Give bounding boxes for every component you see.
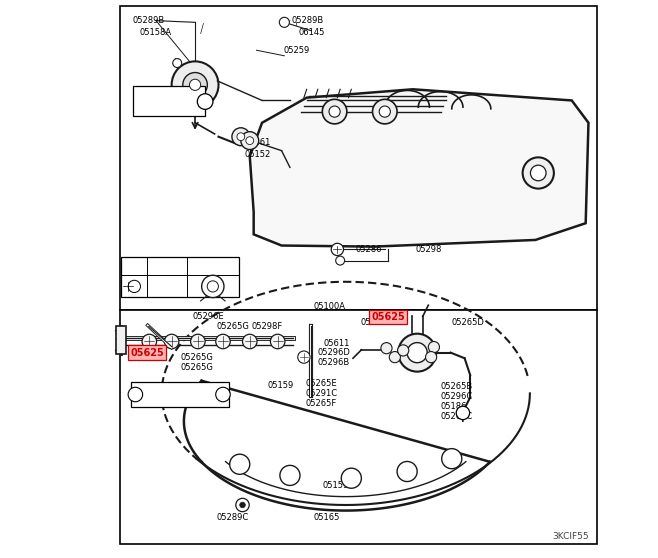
- Text: 05289B: 05289B: [291, 16, 323, 25]
- Polygon shape: [250, 89, 588, 247]
- Text: 05296E: 05296E: [193, 312, 224, 321]
- Circle shape: [201, 275, 224, 297]
- Text: 05265G: 05265G: [180, 353, 213, 362]
- Circle shape: [164, 334, 179, 349]
- Text: SHAPE: SHAPE: [198, 261, 228, 270]
- Bar: [132, 86, 205, 116]
- Circle shape: [280, 17, 290, 27]
- Circle shape: [397, 345, 409, 356]
- Circle shape: [426, 352, 437, 363]
- Text: 05265G: 05265G: [216, 322, 249, 331]
- Circle shape: [190, 79, 201, 90]
- Circle shape: [336, 256, 345, 265]
- Text: 3KCIF55: 3KCIF55: [552, 532, 588, 541]
- Text: 05296B: 05296B: [318, 358, 350, 367]
- Circle shape: [197, 94, 213, 109]
- Text: 05296C: 05296C: [441, 392, 473, 401]
- Circle shape: [142, 334, 157, 349]
- Text: 05291C: 05291C: [305, 389, 338, 398]
- Text: 05261: 05261: [244, 138, 270, 147]
- Circle shape: [428, 341, 440, 353]
- Circle shape: [183, 73, 207, 97]
- Text: 05289B: 05289B: [132, 16, 165, 25]
- Text: 05289C: 05289C: [216, 513, 249, 522]
- Circle shape: [216, 334, 230, 349]
- Circle shape: [390, 352, 401, 363]
- Circle shape: [232, 128, 250, 146]
- Text: 05298F: 05298F: [252, 322, 283, 331]
- Text: 4: 4: [220, 392, 226, 397]
- Circle shape: [240, 502, 245, 508]
- Text: 05186: 05186: [441, 402, 467, 411]
- Bar: [131, 382, 228, 407]
- Circle shape: [329, 106, 340, 117]
- Bar: [116, 326, 126, 354]
- Text: 05286: 05286: [356, 245, 382, 254]
- Circle shape: [207, 281, 218, 292]
- Circle shape: [407, 343, 427, 363]
- Circle shape: [298, 351, 310, 363]
- Text: 05152: 05152: [244, 150, 270, 159]
- Text: 05265F: 05265F: [305, 400, 337, 408]
- Text: Y: Y: [461, 410, 465, 416]
- Circle shape: [236, 498, 249, 512]
- Circle shape: [128, 280, 140, 292]
- Circle shape: [331, 243, 343, 256]
- Circle shape: [456, 406, 470, 420]
- Circle shape: [530, 165, 546, 181]
- Text: 05259: 05259: [283, 46, 309, 55]
- Circle shape: [230, 454, 250, 474]
- Text: REF.: REF.: [136, 90, 158, 99]
- Text: REF. 13-020: REF. 13-020: [145, 390, 201, 399]
- Circle shape: [280, 465, 300, 485]
- Bar: [120, 310, 597, 544]
- Text: 05296E: 05296E: [360, 318, 392, 327]
- Text: 13-020: 13-020: [136, 103, 171, 112]
- Text: 05296D: 05296D: [318, 348, 351, 357]
- Text: 05159: 05159: [268, 381, 294, 389]
- Text: 05265E: 05265E: [305, 379, 337, 388]
- Circle shape: [243, 334, 257, 349]
- Circle shape: [522, 157, 554, 189]
- Text: PNC: PNC: [158, 261, 176, 270]
- Text: 05265B: 05265B: [441, 382, 473, 391]
- Text: 05265G: 05265G: [180, 363, 213, 372]
- Text: 05100A: 05100A: [313, 302, 345, 311]
- Bar: [122, 257, 239, 297]
- Text: 05265D: 05265D: [452, 318, 485, 327]
- Text: 05158A: 05158A: [139, 28, 171, 37]
- Circle shape: [270, 334, 285, 349]
- Text: 05165: 05165: [313, 513, 340, 522]
- Circle shape: [381, 343, 392, 354]
- Circle shape: [372, 99, 397, 124]
- Circle shape: [191, 334, 205, 349]
- Text: 5: 5: [203, 97, 208, 106]
- Circle shape: [216, 387, 230, 402]
- Text: 06145: 06145: [298, 28, 324, 37]
- Circle shape: [442, 449, 462, 469]
- Text: 05291B: 05291B: [150, 282, 186, 291]
- Circle shape: [398, 334, 436, 372]
- Text: Y: Y: [133, 392, 138, 397]
- Circle shape: [246, 137, 254, 145]
- Text: 05625: 05625: [130, 348, 164, 358]
- Circle shape: [128, 387, 143, 402]
- Circle shape: [173, 59, 182, 68]
- Circle shape: [237, 133, 245, 141]
- Text: 05625: 05625: [371, 312, 405, 322]
- Circle shape: [241, 132, 259, 150]
- Text: 05298: 05298: [415, 245, 442, 254]
- Circle shape: [379, 106, 390, 117]
- Text: 05159: 05159: [322, 481, 349, 490]
- Circle shape: [322, 99, 347, 124]
- Circle shape: [342, 468, 361, 488]
- Text: 05611: 05611: [324, 339, 350, 348]
- Text: 05265C: 05265C: [441, 412, 473, 421]
- Bar: [120, 6, 597, 310]
- Circle shape: [172, 61, 218, 108]
- Circle shape: [397, 461, 417, 482]
